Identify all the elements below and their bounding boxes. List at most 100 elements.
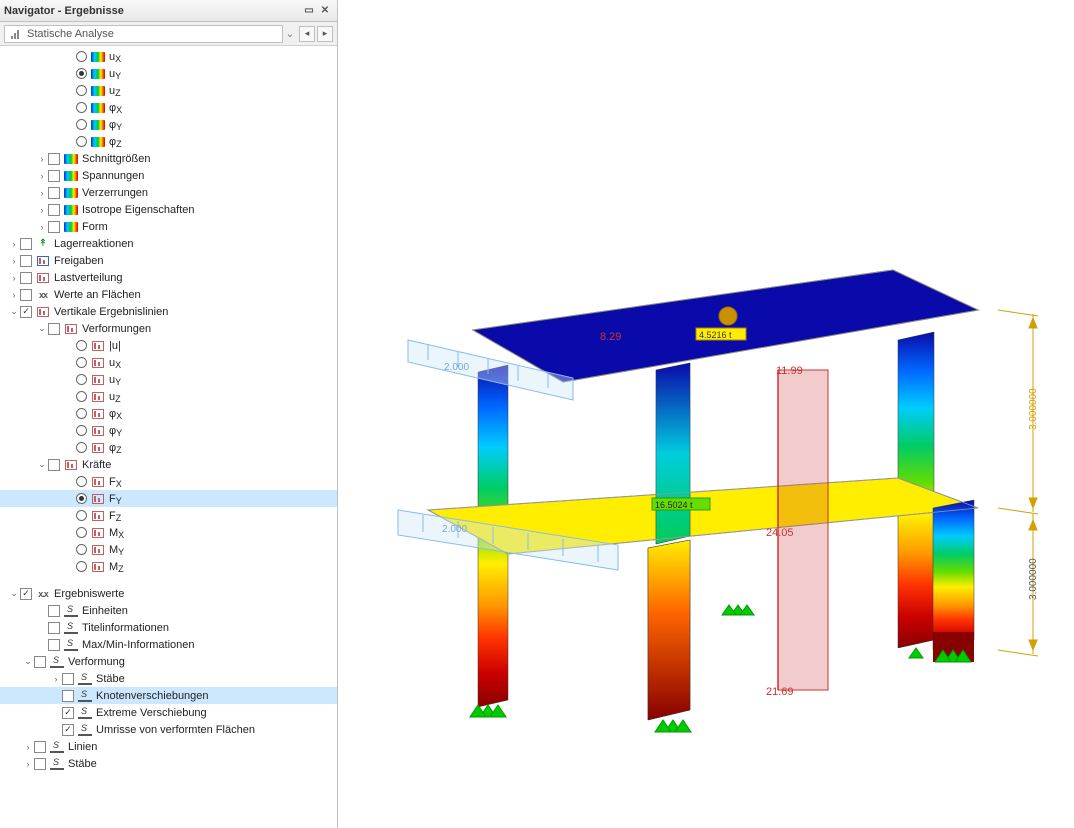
expand-icon[interactable]: › (8, 238, 20, 250)
radio[interactable] (76, 340, 87, 351)
radio-phiy[interactable] (76, 119, 87, 130)
radio[interactable] (76, 408, 87, 419)
tree-item-my[interactable]: MY (0, 541, 337, 558)
nav-next-button[interactable]: ▸ (317, 26, 333, 42)
checkbox[interactable] (62, 690, 74, 702)
nav-prev-button[interactable]: ◂ (299, 26, 315, 42)
tree-item-phix2[interactable]: φX (0, 405, 337, 422)
tree-item-ergebniswerte[interactable]: ⌄x.xErgebniswerte (0, 585, 337, 602)
radio-fy[interactable] (76, 493, 87, 504)
radio-phiz[interactable] (76, 136, 87, 147)
checkbox[interactable] (48, 605, 60, 617)
checkbox[interactable] (48, 622, 60, 634)
checkbox[interactable] (48, 323, 60, 335)
checkbox[interactable] (48, 153, 60, 165)
tree-item-lagerreaktionen[interactable]: ›↟Lagerreaktionen (0, 235, 337, 252)
checkbox[interactable] (48, 221, 60, 233)
expand-icon[interactable]: › (36, 221, 48, 233)
tree-item-phiz2[interactable]: φZ (0, 439, 337, 456)
radio[interactable] (76, 544, 87, 555)
radio[interactable] (76, 476, 87, 487)
tree-item-spannungen[interactable]: ›Spannungen (0, 167, 337, 184)
collapse-icon[interactable]: ⌄ (22, 656, 34, 668)
tree-item-linien[interactable]: ›Linien (0, 738, 337, 755)
collapse-icon[interactable]: ⌄ (8, 306, 20, 318)
radio[interactable] (76, 561, 87, 572)
checkbox[interactable] (34, 741, 46, 753)
tree-item-ux[interactable]: uX (0, 48, 337, 65)
radio[interactable] (76, 357, 87, 368)
tree-item-lastverteilung[interactable]: ›Lastverteilung (0, 269, 337, 286)
tree-item-isotrope[interactable]: ›Isotrope Eigenschaften (0, 201, 337, 218)
expand-icon[interactable]: › (36, 170, 48, 182)
radio[interactable] (76, 425, 87, 436)
analysis-type-dropdown[interactable]: Statische Analyse (4, 25, 283, 43)
expand-icon[interactable]: › (8, 272, 20, 284)
expand-icon[interactable]: › (36, 204, 48, 216)
expand-icon[interactable]: › (36, 153, 48, 165)
tree-item-ux2[interactable]: uX (0, 354, 337, 371)
tree-item-staebe[interactable]: ›Stäbe (0, 670, 337, 687)
tree-item-mz[interactable]: MZ (0, 558, 337, 575)
checkbox[interactable] (48, 204, 60, 216)
tree-item-extreme[interactable]: Extreme Verschiebung (0, 704, 337, 721)
checkbox[interactable] (48, 639, 60, 651)
tree-item-phix[interactable]: φX (0, 99, 337, 116)
tree-item-schnittgroessen[interactable]: ›Schnittgrößen (0, 150, 337, 167)
tree-item-maxmin[interactable]: Max/Min-Informationen (0, 636, 337, 653)
radio[interactable] (76, 527, 87, 538)
checkbox[interactable] (20, 255, 32, 267)
dock-icon[interactable]: ▭ (301, 3, 317, 19)
tree-item-umrisse[interactable]: Umrisse von verformten Flächen (0, 721, 337, 738)
tree-item-freigaben[interactable]: ›Freigaben (0, 252, 337, 269)
checkbox[interactable] (20, 272, 32, 284)
tree-item-werte-flaechen[interactable]: ›xxWerte an Flächen (0, 286, 337, 303)
tree-item-uy2[interactable]: uY (0, 371, 337, 388)
checkbox[interactable] (48, 459, 60, 471)
expand-icon[interactable]: › (36, 187, 48, 199)
tree-item-uz[interactable]: uZ (0, 82, 337, 99)
close-icon[interactable]: ✕ (317, 3, 333, 19)
checkbox[interactable] (34, 656, 46, 668)
tree-item-mx[interactable]: MX (0, 524, 337, 541)
collapse-icon[interactable]: ⌄ (36, 323, 48, 335)
tree-item-verzerrungen[interactable]: ›Verzerrungen (0, 184, 337, 201)
checkbox[interactable] (62, 673, 74, 685)
tree-item-form[interactable]: ›Form (0, 218, 337, 235)
radio-phix[interactable] (76, 102, 87, 113)
tree-item-kraefte[interactable]: ⌄Kräfte (0, 456, 337, 473)
radio[interactable] (76, 442, 87, 453)
radio-uy[interactable] (76, 68, 87, 79)
checkbox[interactable] (34, 758, 46, 770)
tree-item-knotenversch[interactable]: Knotenverschiebungen (0, 687, 337, 704)
results-tree[interactable]: uX uY uZ φX φY φZ ›Schnittgrößen ›Spannu… (0, 46, 337, 828)
chevron-down-icon[interactable]: ⌄ (283, 27, 297, 40)
collapse-icon[interactable]: ⌄ (36, 459, 48, 471)
checkbox[interactable] (62, 724, 74, 736)
expand-icon[interactable]: › (8, 289, 20, 301)
tree-item-uy[interactable]: uY (0, 65, 337, 82)
tree-item-titelinfo[interactable]: Titelinformationen (0, 619, 337, 636)
tree-item-staebe2[interactable]: ›Stäbe (0, 755, 337, 772)
checkbox[interactable] (20, 238, 32, 250)
radio[interactable] (76, 391, 87, 402)
model-viewport[interactable]: 2.000 2.000 11.99 24.05 21.69 8.29 4.521… (338, 0, 1074, 828)
radio[interactable] (76, 374, 87, 385)
radio-ux[interactable] (76, 51, 87, 62)
tree-item-einheiten[interactable]: Einheiten (0, 602, 337, 619)
tree-item-phiz[interactable]: φZ (0, 133, 337, 150)
expand-icon[interactable]: › (50, 673, 62, 685)
tree-item-fz[interactable]: FZ (0, 507, 337, 524)
checkbox[interactable] (20, 588, 32, 600)
tree-item-verformungen[interactable]: ⌄Verformungen (0, 320, 337, 337)
tree-item-phiy[interactable]: φY (0, 116, 337, 133)
checkbox[interactable] (20, 289, 32, 301)
expand-icon[interactable]: › (22, 741, 34, 753)
tree-item-verformung[interactable]: ⌄Verformung (0, 653, 337, 670)
tree-item-fx[interactable]: FX (0, 473, 337, 490)
checkbox[interactable] (62, 707, 74, 719)
radio[interactable] (76, 510, 87, 521)
tree-item-phiy2[interactable]: φY (0, 422, 337, 439)
radio-uz[interactable] (76, 85, 87, 96)
checkbox[interactable] (48, 187, 60, 199)
